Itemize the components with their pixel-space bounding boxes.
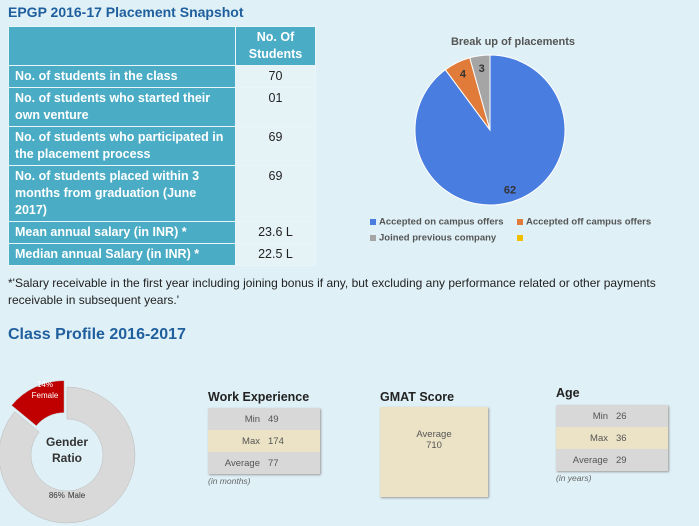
- profile-note: (in months): [208, 476, 251, 486]
- profile-value: 710: [426, 440, 442, 451]
- row-value: 69: [235, 126, 316, 166]
- table-row: Median annual Salary (in INR) * 22.5 L: [8, 243, 316, 266]
- category-label: Female: [32, 391, 59, 400]
- row-label: Median annual Salary (in INR) *: [8, 243, 236, 266]
- profile-row: Average 29: [556, 449, 668, 471]
- row-value: 70: [235, 65, 316, 88]
- donut-slice: [11, 380, 65, 427]
- row-label: Mean annual salary (in INR) *: [8, 221, 236, 244]
- profile-cell: Average 710: [380, 407, 488, 497]
- table-row: No. of students who participated in the …: [8, 126, 316, 166]
- profile-key: Max: [590, 432, 608, 444]
- pie-slice: [469, 54, 491, 131]
- profile-key: Average: [224, 457, 260, 469]
- legend-swatch: [517, 219, 523, 225]
- slice-label: 4: [460, 69, 467, 81]
- table-row: No. of students in the class 70: [8, 65, 316, 88]
- donut-title: Gender Ratio: [46, 435, 88, 465]
- profile-note: (in years): [556, 473, 592, 483]
- column-header: No. Of Students: [235, 26, 316, 66]
- profile-table: Min 49 Max 174 Average 77: [208, 408, 320, 474]
- slice-label: 62: [504, 184, 516, 196]
- legend-label: Accepted on campus offers: [379, 217, 504, 228]
- placement-table: No. Of Students No. of students in the c…: [8, 26, 316, 266]
- profile-row: Max 174: [208, 430, 320, 452]
- header-row: No. Of Students: [8, 26, 316, 66]
- profile-row: Max 36: [556, 427, 668, 449]
- row-label: No. of students placed within 3 months f…: [8, 165, 236, 222]
- chart-title: Break up of placements: [451, 36, 575, 48]
- profile-row: Min 26: [556, 405, 668, 427]
- male-label: 86% Male: [49, 491, 86, 500]
- profile-title: GMAT Score: [380, 390, 455, 404]
- slice-label: 3: [479, 63, 485, 75]
- legend-swatch: [517, 235, 523, 241]
- profile-row: Average 710: [380, 407, 488, 497]
- profile-row: Average 77: [208, 452, 320, 474]
- footnote: *'Salary receivable in the first year in…: [8, 276, 656, 307]
- profile-value: 174: [268, 435, 284, 447]
- row-label: No. of students in the class: [8, 65, 236, 88]
- profile-value: 77: [268, 457, 279, 469]
- row-label: No. of students who started their own ve…: [8, 87, 236, 127]
- legend-label: Joined previous company: [379, 233, 497, 244]
- profile-value: 29: [616, 454, 627, 466]
- profile-value: 26: [616, 410, 627, 422]
- profile-key: Max: [242, 435, 260, 447]
- profile-key: Min: [592, 410, 608, 422]
- profile-title: Work Experience: [208, 390, 310, 404]
- profile-title: Age: [556, 386, 580, 400]
- row-label: No. of students who participated in the …: [8, 126, 236, 166]
- profile-key: Average: [572, 454, 608, 466]
- section-title: Class Profile 2016-2017: [8, 326, 186, 343]
- table-row: No. of students who started their own ve…: [8, 87, 316, 127]
- profile-row: Min 49: [208, 408, 320, 430]
- value-label: 14%: [37, 380, 53, 389]
- row-value: 69: [235, 165, 316, 222]
- row-value: 22.5 L: [235, 243, 316, 266]
- table-row: Mean annual salary (in INR) * 23.6 L: [8, 221, 316, 244]
- profile-value: 36: [616, 432, 627, 444]
- legend-swatch: [370, 235, 376, 241]
- legend-swatch: [370, 219, 376, 225]
- profile-table: Min 26 Max 36 Average 29: [556, 405, 668, 471]
- profile-key: Average: [416, 429, 452, 440]
- title: EPGP 2016-17 Placement Snapshot: [8, 4, 244, 20]
- profile-value: 49: [268, 413, 279, 425]
- profile-table: Average 710: [380, 407, 488, 497]
- value-label: 86%: [49, 491, 65, 500]
- row-value: 23.6 L: [235, 221, 316, 244]
- profile-key: Min: [244, 413, 260, 425]
- donut-slice: [0, 386, 136, 524]
- category-label: Male: [68, 491, 86, 500]
- table-row: No. of students placed within 3 months f…: [8, 165, 316, 222]
- legend-label: Accepted off campus offers: [526, 217, 651, 228]
